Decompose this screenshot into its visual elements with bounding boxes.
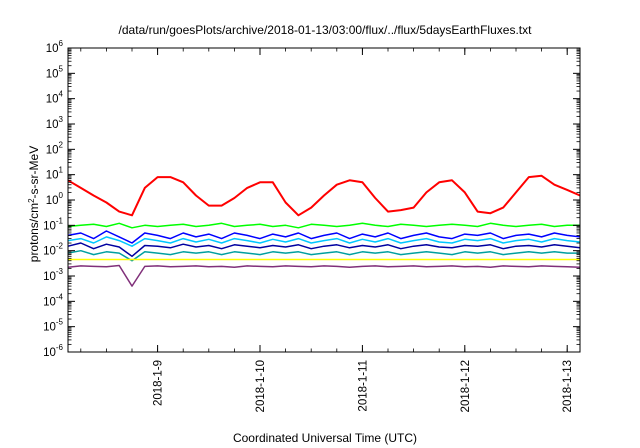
y-tick-label-base: 10 [46,68,59,80]
y-tick-label-base: 10 [43,220,56,232]
y-tick-label: 101 [46,166,64,182]
series-line-4 [67,236,581,247]
y-tick-label-exponent: -6 [56,343,64,352]
y-tick-label-exponent: -2 [56,242,64,251]
x-tick-label: 2018-1-13 [562,360,574,412]
x-axis: 2018-1-9 2018-1-10 2018-1-11 2018-1-12 2018-… [80,48,574,412]
y-tick-label-base: 10 [43,347,56,359]
plot-frame [67,47,581,353]
y-tick-label: 10-3 [43,267,63,283]
series-line-2 [67,222,580,229]
y-tick-label-base: 10 [43,271,56,283]
y-tick-label-exponent: 4 [59,90,64,99]
y-tick-label-base: 10 [43,322,56,334]
y-tick-label-exponent: 0 [59,191,64,200]
y-tick-label: 106 [46,39,64,55]
y-tick-label-base: 10 [46,195,59,207]
y-tick-label-exponent: -1 [56,216,64,225]
series-line-3 [67,230,581,244]
x-tick-label: 2018-1-10 [255,360,267,412]
series-line-5 [67,242,581,258]
x-tick-label: 2018-1-9 [153,360,165,406]
series-line-8 [67,264,581,287]
y-tick-label-exponent: -3 [56,267,64,276]
y-tick-label-base: 10 [46,119,59,131]
y-tick-label-base: 10 [46,43,59,55]
y-tick-label-exponent: 1 [59,166,64,175]
y-tick-label-exponent: -5 [56,318,64,327]
y-tick-label-exponent: -4 [56,292,64,301]
y-tick-label-base: 10 [46,170,59,182]
y-tick-label: 10-5 [43,318,63,334]
series-line-6 [67,249,580,262]
y-tick-label: 104 [46,90,64,106]
y-tick-label: 10-4 [43,292,63,308]
y-tick-label: 103 [46,115,64,131]
y-tick-label: 105 [46,64,64,80]
x-axis-label: Coordinated Universal Time (UTC) [233,431,417,445]
y-tick-label-base: 10 [46,144,59,156]
y-tick-label-exponent: 5 [59,64,64,73]
y-tick-label: 10-1 [43,216,63,232]
y-tick-label-base: 10 [46,94,59,106]
y-tick-label: 102 [46,140,64,156]
y-tick-label-base: 10 [43,246,56,258]
y-tick-label: 10-6 [43,343,63,359]
series-layer [67,174,581,287]
y-tick-label: 10-2 [43,242,63,258]
x-tick-label: 2018-1-11 [357,360,369,412]
y-tick-label-exponent: 2 [59,140,64,149]
y-axis-label: protons/cm2-s-sr-MeV [27,146,42,262]
y-axis: 10-610-510-410-310-210-11001011021031041… [43,39,580,359]
x-tick-label: 2018-1-12 [460,360,472,412]
y-tick-label: 100 [46,191,64,207]
y-tick-label-exponent: 6 [59,39,64,48]
y-tick-label-base: 10 [43,296,56,308]
series-line-1 [67,174,581,217]
chart-title: /data/run/goesPlots/archive/2018-01-13/0… [119,23,533,37]
y-tick-label-exponent: 3 [59,115,64,124]
